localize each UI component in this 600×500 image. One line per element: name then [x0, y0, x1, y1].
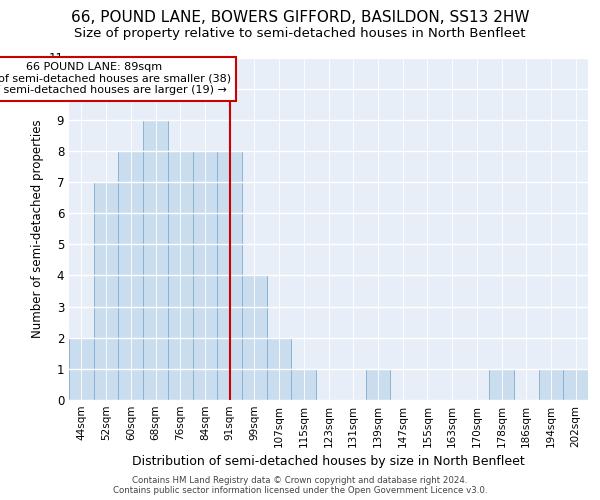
Bar — [292, 369, 316, 400]
Y-axis label: Number of semi-detached properties: Number of semi-detached properties — [31, 120, 44, 338]
Bar — [242, 276, 267, 400]
Bar — [489, 369, 514, 400]
Bar — [168, 151, 193, 400]
Bar — [267, 338, 292, 400]
Bar — [69, 338, 94, 400]
Text: Contains HM Land Registry data © Crown copyright and database right 2024.
Contai: Contains HM Land Registry data © Crown c… — [113, 476, 487, 495]
Text: 66, POUND LANE, BOWERS GIFFORD, BASILDON, SS13 2HW: 66, POUND LANE, BOWERS GIFFORD, BASILDON… — [71, 10, 529, 25]
Text: Size of property relative to semi-detached houses in North Benfleet: Size of property relative to semi-detach… — [74, 28, 526, 40]
Bar — [217, 151, 242, 400]
Bar — [563, 369, 588, 400]
Text: 66 POUND LANE: 89sqm
← 64% of semi-detached houses are smaller (38)
32% of semi-: 66 POUND LANE: 89sqm ← 64% of semi-detac… — [0, 62, 231, 96]
Bar — [193, 151, 217, 400]
Bar — [365, 369, 390, 400]
Bar — [539, 369, 563, 400]
Bar — [118, 151, 143, 400]
Bar — [94, 182, 118, 400]
X-axis label: Distribution of semi-detached houses by size in North Benfleet: Distribution of semi-detached houses by … — [132, 456, 525, 468]
Bar — [143, 120, 168, 400]
